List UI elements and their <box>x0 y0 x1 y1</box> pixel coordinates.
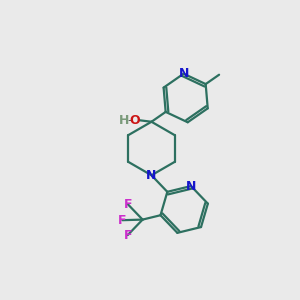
Text: N: N <box>146 169 157 182</box>
Text: F: F <box>124 198 132 211</box>
Text: F: F <box>124 229 132 242</box>
Text: O: O <box>130 114 140 127</box>
Text: -: - <box>127 114 131 127</box>
Text: N: N <box>186 179 196 193</box>
Text: H: H <box>119 114 129 127</box>
Text: F: F <box>118 214 127 227</box>
Text: N: N <box>178 67 189 80</box>
